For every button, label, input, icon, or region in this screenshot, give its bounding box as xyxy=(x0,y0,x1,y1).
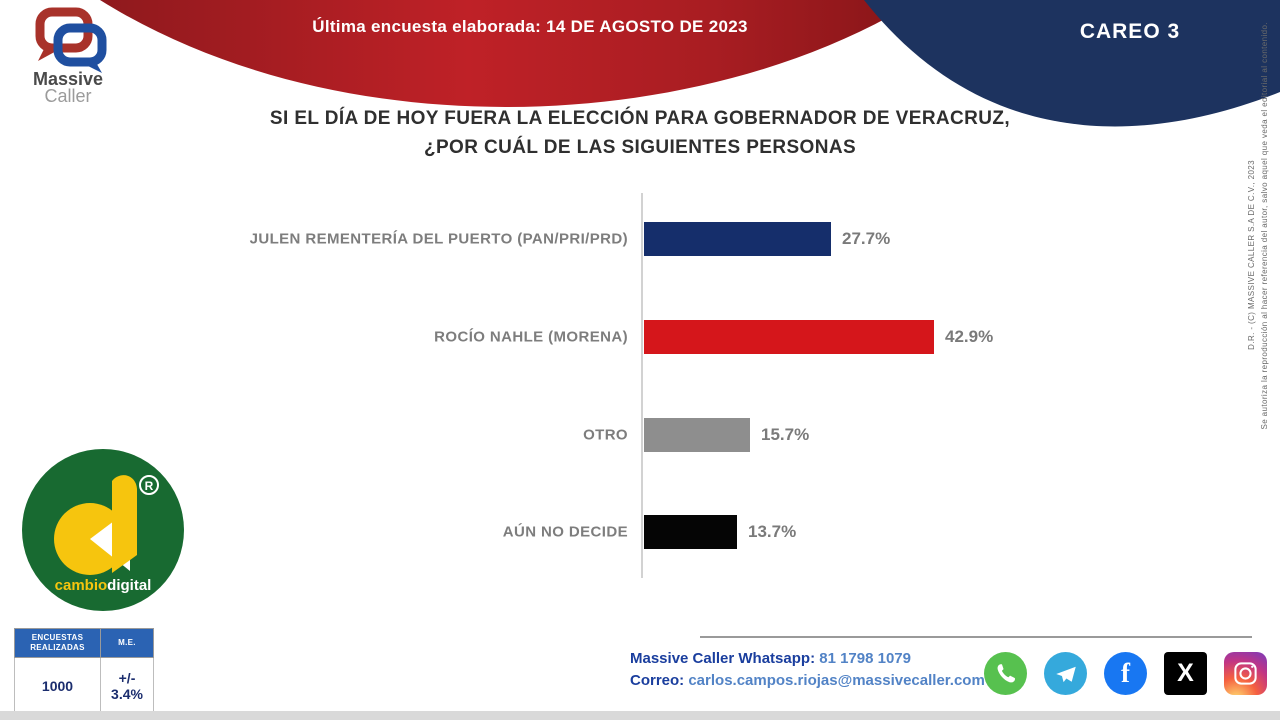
contact-block: Massive Caller Whatsapp: 81 1798 1079 Co… xyxy=(630,648,985,692)
email-line: Correo: carlos.campos.riojas@massivecall… xyxy=(630,670,985,692)
bottom-gray-strip xyxy=(0,711,1280,720)
cambio-digital-logo: R cambiodigital xyxy=(22,449,184,611)
x-icon[interactable]: X xyxy=(1164,652,1207,695)
chart-axis-line xyxy=(641,193,643,578)
instagram-icon[interactable] xyxy=(1224,652,1267,695)
bar xyxy=(644,320,934,354)
category-label: ROCÍO NAHLE (MORENA) xyxy=(434,328,628,346)
registered-mark xyxy=(139,475,159,495)
header-curves xyxy=(100,0,1280,127)
value-label: 15.7% xyxy=(761,425,810,444)
me-value: +/- 3.4% xyxy=(100,657,154,715)
value-label: 13.7% xyxy=(748,522,797,541)
whatsapp-number: 81 1798 1079 xyxy=(815,650,911,667)
careo-label: CAREO 3 xyxy=(1079,20,1181,43)
logo-word-caller: Caller xyxy=(44,86,91,106)
bar-row: JULEN REMENTERÍA DEL PUERTO (PAN/PRI/PRD… xyxy=(0,222,1280,256)
encuestas-value: 1000 xyxy=(14,657,101,715)
category-label: OTRO xyxy=(583,426,628,444)
whatsapp-icon[interactable] xyxy=(984,652,1027,695)
logo-word-massive: Massive xyxy=(33,69,103,89)
email-label: Correo: xyxy=(630,671,685,689)
massive-caller-logo: Massive Caller xyxy=(33,7,107,106)
survey-date-banner: Última encuesta elaborada: 14 DE AGOSTO … xyxy=(312,17,748,36)
bar-row: ROCÍO NAHLE (MORENA) 42.9% xyxy=(0,320,1280,354)
whatsapp-label: Massive Caller Whatsapp: xyxy=(630,650,816,667)
bar-row: OTRO 15.7% xyxy=(0,418,1280,452)
letter-d-icon xyxy=(54,475,137,575)
category-label: AÚN NO DECIDE xyxy=(502,523,628,541)
email-address[interactable]: carlos.campos.riojas@massivecaller.com xyxy=(684,671,985,689)
registered-r: R xyxy=(145,479,154,493)
facebook-icon[interactable]: f xyxy=(1104,652,1147,695)
value-label: 27.7% xyxy=(842,229,891,248)
red-banner-shape xyxy=(100,0,918,107)
bar xyxy=(644,418,750,452)
bar-row: AÚN NO DECIDE 13.7% xyxy=(0,515,1280,549)
blue-banner-shape xyxy=(864,0,1280,127)
question-line1: SI EL DÍA DE HOY FUERA LA ELECCIÓN PARA … xyxy=(269,108,1011,129)
social-icons-row: f X xyxy=(984,652,1267,695)
encuestas-header: ENCUESTAS REALIZADAS xyxy=(14,628,101,658)
telegram-icon[interactable] xyxy=(1044,652,1087,695)
category-label: JULEN REMENTERÍA DEL PUERTO (PAN/PRI/PRD… xyxy=(249,230,628,248)
value-label: 42.9% xyxy=(945,327,994,346)
bar xyxy=(644,222,831,256)
cambio-wordmark: cambiodigital xyxy=(55,577,152,594)
footer-divider xyxy=(700,636,1252,638)
bar xyxy=(644,515,737,549)
whatsapp-line: Massive Caller Whatsapp: 81 1798 1079 xyxy=(630,648,985,670)
me-header: M.E. xyxy=(100,628,154,658)
question-line2: ¿POR CUÁL DE LAS SIGUIENTES PERSONAS xyxy=(423,137,857,158)
reproduction-notice: Se autoriza la reproducción al hacer ref… xyxy=(1260,22,1269,430)
copyright-line: D.R. - (C) MASSIVE CALLER S.A DE C.V., 2… xyxy=(1247,160,1256,350)
speech-bubbles-icon xyxy=(35,7,107,73)
question-title: SI EL DÍA DE HOY FUERA LA ELECCIÓN PARA … xyxy=(140,108,1140,159)
sample-stats-table: ENCUESTAS REALIZADAS M.E. 1000 +/- 3.4% xyxy=(14,628,154,715)
